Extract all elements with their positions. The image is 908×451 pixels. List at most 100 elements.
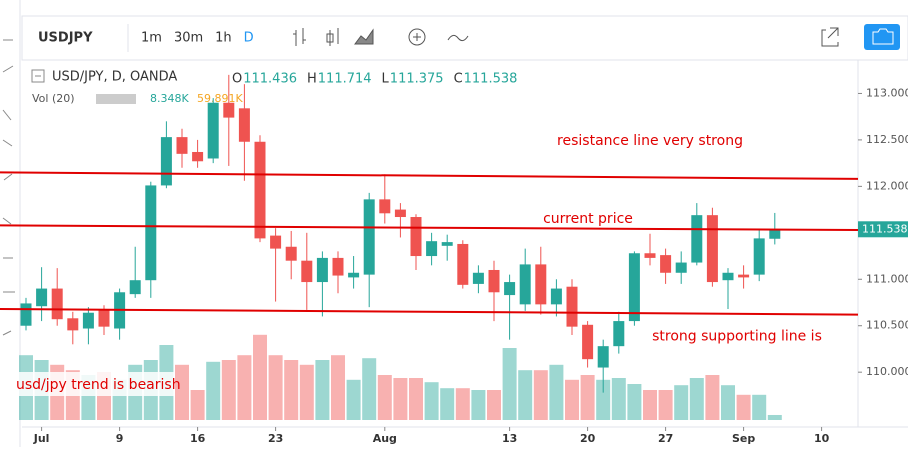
trend-line <box>0 308 859 316</box>
x-tick-label: 16 <box>190 432 206 445</box>
y-tick-label: 113.000 <box>866 86 908 99</box>
x-tick-label: 10 <box>814 432 830 445</box>
bar-icon[interactable] <box>293 28 306 46</box>
ohlc-key: H <box>307 72 317 87</box>
candle-body <box>129 280 141 295</box>
candle-body <box>706 215 718 283</box>
chart-title: USD/JPY, D, OANDA <box>52 70 177 85</box>
interval[interactable]: 30m <box>174 31 203 46</box>
symbol[interactable]: USDJPY <box>38 31 93 46</box>
candle-body <box>675 262 687 273</box>
x-tick-label: 13 <box>502 432 517 445</box>
volume-bar <box>362 358 377 420</box>
candle-body <box>316 257 328 283</box>
volume-settings[interactable] <box>96 94 136 104</box>
candle-body <box>270 235 282 249</box>
line-label: resistance line very strong <box>557 133 743 149</box>
volume-value: 8.348K <box>150 92 189 105</box>
candle-body <box>582 324 594 360</box>
volume-average: 59.891K <box>197 92 243 105</box>
volume-bar <box>377 375 392 420</box>
volume-bar <box>549 364 564 420</box>
volume-bar <box>674 385 689 420</box>
volume-bar <box>315 360 330 420</box>
candle-body <box>207 102 219 159</box>
interval[interactable]: 1m <box>141 31 162 46</box>
toolbar-icons[interactable] <box>293 27 839 47</box>
collapse-icon[interactable] <box>31 69 45 83</box>
indicator-icon[interactable] <box>408 28 426 46</box>
candle-body <box>457 243 469 285</box>
line-label: strong supporting line is <box>652 329 822 345</box>
volume-bar <box>627 384 642 420</box>
candle-body <box>348 272 360 278</box>
side-icons[interactable] <box>2 39 15 336</box>
volume-bar <box>721 385 735 420</box>
candle-body <box>223 102 235 118</box>
annotation: usd/jpy trend is bearish <box>16 377 181 393</box>
candle-body <box>769 229 781 239</box>
volume-bar <box>565 379 579 420</box>
volume-bar <box>424 382 439 420</box>
volume-bar <box>331 355 345 420</box>
y-tick-label: 112.000 <box>866 179 908 192</box>
compare-icon[interactable] <box>447 34 469 42</box>
candle-body <box>192 151 204 162</box>
volume-bar <box>284 360 299 420</box>
volume-bar <box>580 375 595 420</box>
candle-body <box>363 199 375 275</box>
candle-body <box>36 288 48 307</box>
candle-body <box>597 346 609 368</box>
ohlc-value: 111.375 <box>390 72 444 87</box>
volume-bar <box>705 375 720 420</box>
y-tick-label: 110.500 <box>866 319 908 332</box>
ohlc-value: 111.714 <box>318 72 372 87</box>
candle-body <box>82 312 94 329</box>
ohlc-value: 111.436 <box>243 72 297 87</box>
candle-body <box>176 137 188 154</box>
snapshot-button[interactable] <box>864 24 900 50</box>
ohlc-key: C <box>454 72 463 87</box>
candle-body <box>98 309 110 327</box>
y-tick-label: 111.000 <box>866 272 908 285</box>
interval[interactable]: 1h <box>215 31 232 46</box>
volume-bar <box>752 394 767 420</box>
volume-bar <box>221 360 236 420</box>
volume-bar <box>206 361 221 420</box>
candle-body <box>379 199 391 214</box>
candle-body <box>426 241 438 257</box>
candle-body <box>691 215 703 263</box>
x-tick-label: 9 <box>116 432 124 445</box>
volume-bar <box>533 370 548 420</box>
volume-bar <box>346 379 361 420</box>
candle-body <box>301 260 313 283</box>
candle-body <box>472 272 484 284</box>
volume-bar <box>253 334 267 420</box>
ohlc-key: O <box>232 72 242 87</box>
last-price-label: 111.538 <box>862 222 908 235</box>
fullscreen-icon[interactable] <box>821 27 839 47</box>
volume-bar <box>440 388 455 420</box>
volume-bar <box>611 378 626 420</box>
candle-body <box>644 253 656 258</box>
candle-body <box>519 264 531 305</box>
x-tick-label: 27 <box>658 432 673 445</box>
interval[interactable]: D <box>244 31 254 46</box>
x-tick-label: 23 <box>268 432 283 445</box>
candle-body <box>738 274 750 278</box>
volume-bar <box>268 355 283 420</box>
candle-body <box>51 288 63 320</box>
area-icon[interactable] <box>354 28 374 45</box>
candle-body <box>550 288 562 305</box>
candle-body <box>20 303 32 326</box>
x-tick-label: 20 <box>580 432 596 445</box>
candle-icon[interactable] <box>326 28 339 46</box>
volume-bar <box>767 414 782 420</box>
volume-bar <box>596 379 611 420</box>
ohlc-value: 111.538 <box>464 72 518 87</box>
x-tick-label: Aug <box>373 432 397 445</box>
x-tick-label: Jul <box>33 432 50 445</box>
candle-body <box>535 264 547 305</box>
camera-icon <box>872 28 894 45</box>
